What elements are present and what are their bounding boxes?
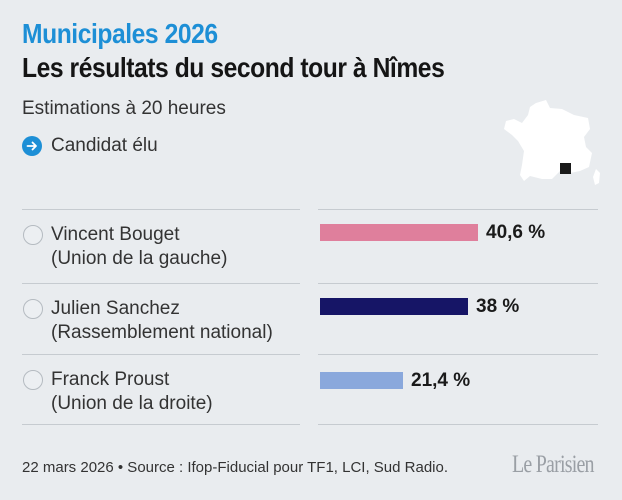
candidate-radio (23, 370, 43, 390)
candidate-name: Julien Sanchez (51, 298, 180, 319)
bar-value-label: 38 % (476, 296, 520, 317)
nimes-location-marker (560, 163, 571, 174)
bar-value-label: 40,6 % (486, 222, 546, 243)
candidate-radio (23, 225, 43, 245)
chart-title: Les résultats du second tour à Nîmes (22, 52, 445, 83)
row-divider (22, 424, 300, 425)
row-divider (22, 283, 300, 284)
row-divider (318, 424, 598, 425)
row-divider (318, 354, 598, 355)
source-note: 22 mars 2026 • Source : Ifop-Fiducial po… (22, 459, 449, 476)
row-divider (22, 354, 300, 355)
le-parisien-logo: Le Parisien (512, 451, 595, 478)
candidate-name: Franck Proust (51, 369, 170, 390)
candidate-radio (23, 299, 43, 319)
kicker-title: Municipales 2026 (22, 18, 218, 49)
legend: Candidat élu (22, 134, 158, 158)
candidate-party: (Union de la gauche) (51, 248, 228, 269)
bar-value-label: 21,4 % (411, 370, 471, 391)
row-divider (318, 283, 598, 284)
row-divider (318, 209, 598, 210)
candidate-name: Vincent Bouget (51, 224, 180, 245)
row-divider (22, 209, 300, 210)
france-map-icon (504, 100, 600, 185)
arrow-right-circle-icon (22, 136, 42, 156)
candidate-party: (Rassemblement national) (51, 322, 273, 343)
candidate-party: (Union de la droite) (51, 393, 213, 414)
legend-label: Candidat élu (51, 135, 158, 156)
chart-subtitle: Estimations à 20 heures (22, 98, 226, 119)
bar-vincent-bouget (320, 224, 478, 241)
bar-franck-proust (320, 372, 403, 389)
bar-julien-sanchez (320, 298, 468, 315)
